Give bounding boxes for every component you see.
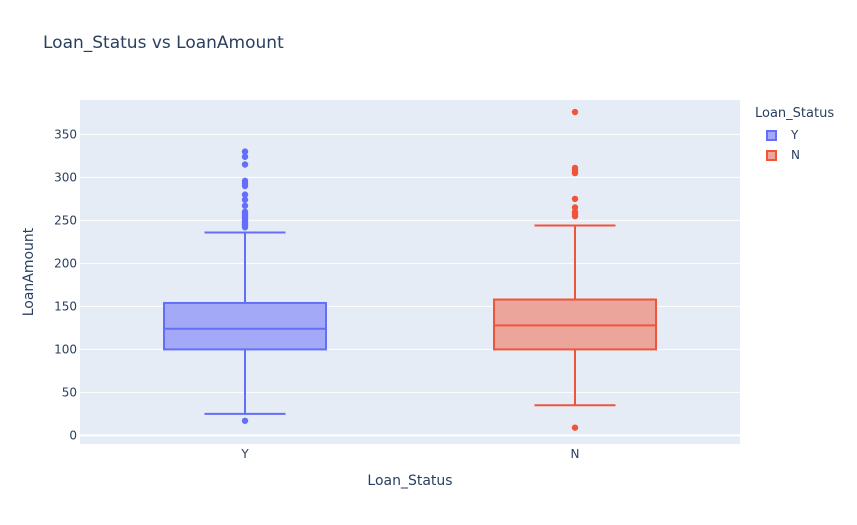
iqr-box — [163, 301, 327, 351]
boxes — [163, 108, 657, 431]
outlier-point — [571, 108, 579, 116]
y-tick-label: 200 — [54, 256, 77, 270]
y-tick-label: 250 — [54, 213, 77, 227]
y-tick-label: 350 — [54, 127, 77, 141]
x-axis-title: Loan_Status — [367, 473, 452, 489]
x-tick-label: Y — [240, 447, 249, 461]
y-tick-label: 100 — [54, 342, 77, 356]
outlier-point — [241, 191, 249, 198]
legend-label-n: N — [791, 148, 800, 162]
plot-area — [80, 100, 740, 444]
box-y — [163, 148, 327, 424]
outlier-point — [241, 202, 249, 209]
y-tick-label: 300 — [54, 170, 77, 184]
y-tick-labels: 0 50 100 150 200 250 300 350 — [54, 127, 77, 442]
x-tick-label: N — [571, 447, 580, 461]
legend-title: Loan_Status — [755, 106, 835, 121]
outlier-point — [241, 153, 249, 160]
legend-swatch-y — [766, 129, 777, 141]
outlier-point — [241, 177, 249, 185]
legend-item-y[interactable]: Y — [755, 125, 834, 145]
box-n — [493, 108, 657, 431]
outlier-point — [571, 204, 579, 211]
y-tick-label: 50 — [62, 385, 77, 399]
outlier-point — [241, 161, 249, 168]
outlier-point — [241, 148, 249, 155]
outlier-point — [571, 424, 579, 431]
y-axis-title: LoanAmount — [21, 227, 37, 316]
legend: Loan_Status Y N — [755, 106, 834, 165]
y-tick-label: 150 — [54, 299, 77, 313]
chart-title: Loan_Status vs LoanAmount — [43, 33, 284, 53]
outlier-point — [571, 195, 579, 203]
outlier-point — [241, 208, 249, 215]
outlier-point — [241, 417, 249, 424]
y-tick-label: 0 — [69, 428, 77, 442]
legend-swatch-n — [766, 149, 777, 161]
outlier-point — [571, 164, 579, 172]
legend-item-n[interactable]: N — [755, 145, 834, 165]
legend-label-y: Y — [791, 128, 799, 142]
outlier-point — [241, 196, 249, 203]
